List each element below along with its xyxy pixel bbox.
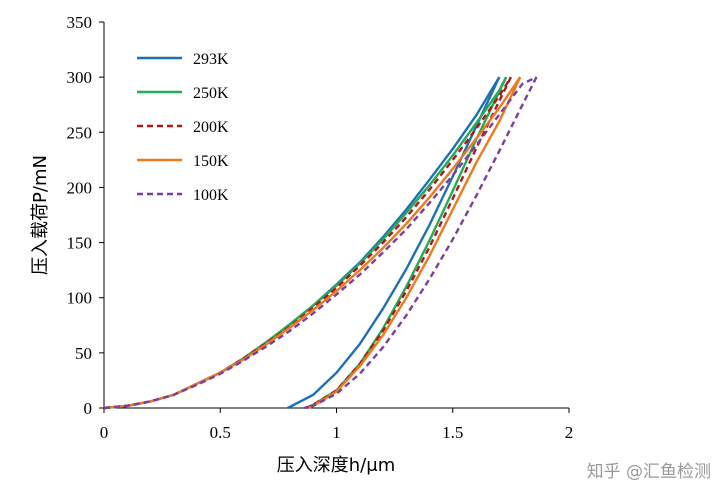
y-tick-label: 350	[67, 13, 93, 32]
y-axis: 0 50 100 150 200 250 300 350	[67, 13, 104, 418]
y-tick-label: 300	[67, 68, 93, 87]
series-200K	[103, 76, 512, 410]
y-axis-title: 压入载荷P/mN	[30, 155, 51, 275]
x-tick-label: 1.5	[442, 423, 463, 442]
series-line-unloading	[303, 76, 538, 410]
watermark: 知乎 @汇鱼检测	[586, 462, 711, 482]
legend-label: 100K	[193, 187, 229, 204]
legend-label: 200K	[193, 119, 229, 136]
series-150K	[103, 76, 522, 410]
legend-label: 293K	[193, 51, 229, 68]
series-line-unloading	[287, 76, 501, 410]
series-line-loading	[103, 76, 508, 410]
x-tick-label: 0.5	[210, 423, 231, 442]
series-250K	[103, 76, 508, 410]
y-tick-label: 150	[67, 234, 93, 253]
y-tick-label: 50	[75, 344, 92, 363]
x-tick-label: 0	[100, 423, 109, 442]
legend: 293K 250K 200K 150K 100K	[137, 51, 229, 204]
x-tick-label: 1	[332, 423, 341, 442]
series-100K	[103, 76, 538, 410]
x-tick-label: 2	[565, 423, 574, 442]
series-line-unloading	[305, 76, 512, 410]
y-tick-label: 250	[67, 123, 93, 142]
x-axis-title: 压入深度h/μm	[277, 455, 395, 476]
y-tick-label: 100	[67, 289, 93, 308]
series-line-loading	[103, 76, 501, 410]
series-line-loading	[103, 76, 522, 410]
series-293K	[103, 76, 501, 410]
series-layer	[103, 76, 538, 410]
y-tick-label: 0	[84, 399, 93, 418]
x-axis: 0 0.5 1 1.5 2	[100, 408, 574, 442]
legend-label: 250K	[193, 85, 229, 102]
series-line-loading	[103, 76, 512, 410]
legend-label: 150K	[193, 153, 229, 170]
series-line-loading	[103, 76, 538, 410]
y-tick-label: 200	[67, 178, 93, 197]
series-line-unloading	[308, 76, 522, 410]
